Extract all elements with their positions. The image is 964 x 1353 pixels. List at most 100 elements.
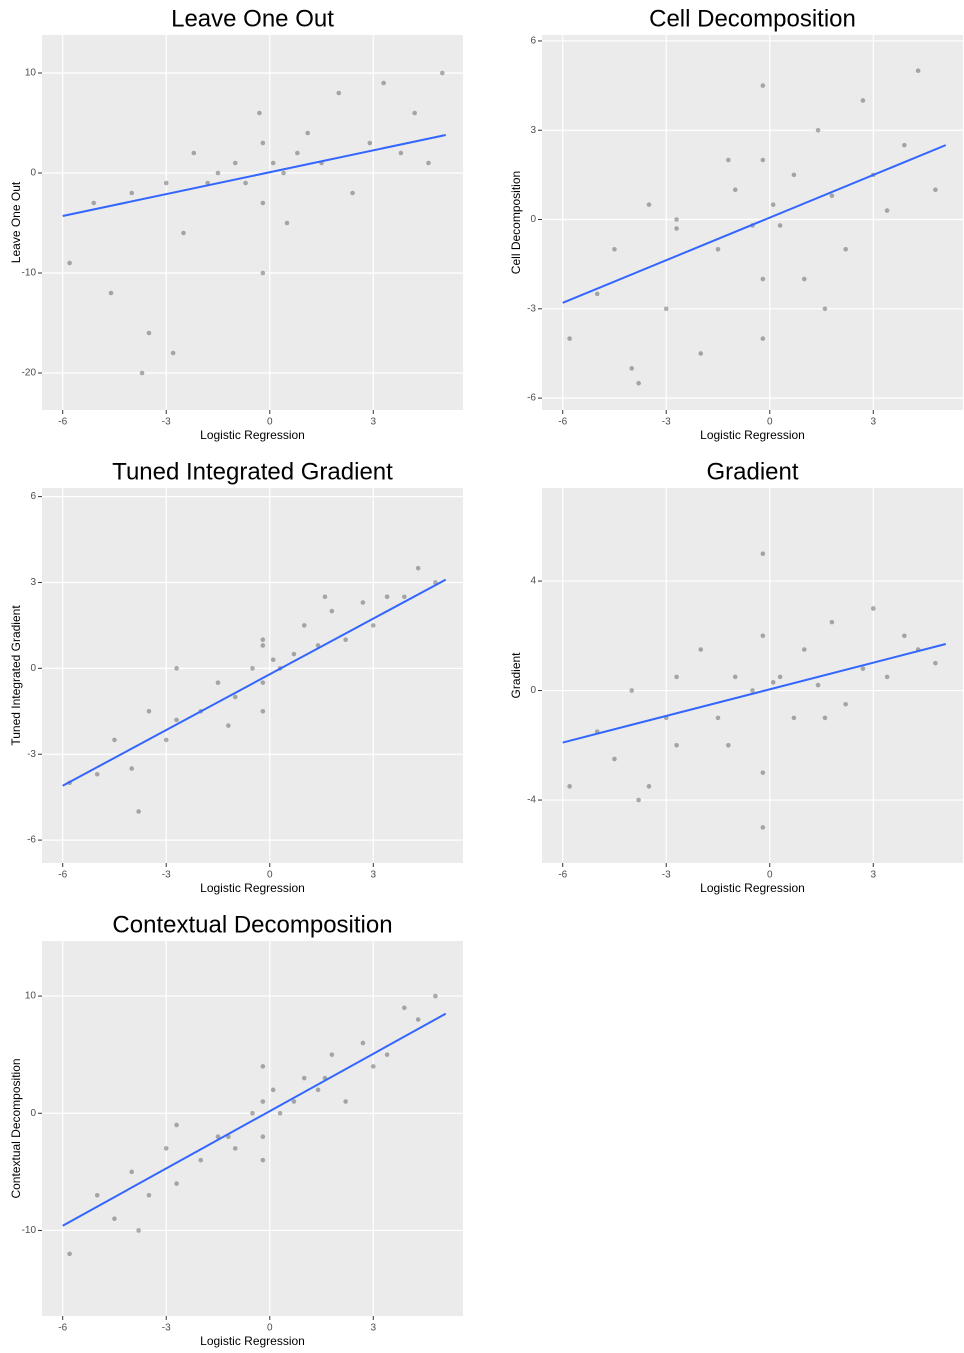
panel-title: Gradient — [706, 458, 798, 485]
point — [698, 351, 704, 356]
point — [612, 246, 617, 252]
point — [715, 246, 721, 252]
fit-line — [62, 1012, 447, 1227]
x-tick-label: -6 — [58, 870, 67, 881]
point — [343, 637, 348, 643]
fit-line — [562, 643, 946, 744]
point — [698, 647, 704, 652]
point — [174, 666, 179, 671]
point — [322, 594, 328, 600]
point — [270, 1087, 276, 1093]
x-tick-label: -3 — [162, 1323, 171, 1334]
point — [760, 770, 766, 775]
point — [870, 606, 876, 611]
fit-line — [62, 578, 447, 787]
point — [315, 1087, 321, 1093]
point — [284, 220, 290, 226]
point — [760, 551, 766, 556]
point — [260, 1064, 266, 1069]
point — [226, 723, 231, 728]
y-tick-label: 3 — [530, 125, 536, 136]
point — [291, 1099, 297, 1104]
point — [250, 1110, 255, 1116]
y-tick-label: 0 — [30, 1108, 36, 1119]
point — [933, 660, 938, 666]
point — [663, 306, 669, 312]
plot-background — [42, 941, 463, 1316]
point — [777, 223, 783, 228]
x-axis-label: Logistic Regression — [700, 881, 805, 895]
point — [260, 708, 266, 714]
point — [902, 142, 907, 148]
y-tick-label: 3 — [30, 577, 36, 588]
y-tick-label: 0 — [30, 663, 36, 674]
point — [146, 1192, 152, 1198]
point — [402, 594, 407, 600]
point — [860, 666, 866, 671]
point — [674, 674, 679, 680]
y-tick-label: 10 — [25, 68, 37, 79]
point — [815, 127, 821, 133]
point — [329, 608, 335, 614]
point — [129, 190, 135, 196]
point — [215, 170, 221, 176]
point — [270, 160, 276, 166]
point — [770, 202, 776, 207]
point — [822, 715, 828, 721]
x-tick-label: -6 — [558, 870, 567, 881]
point — [270, 657, 276, 663]
point — [726, 157, 731, 163]
point — [260, 1099, 266, 1104]
point — [760, 83, 766, 88]
point — [594, 291, 600, 297]
point — [336, 90, 342, 96]
point — [750, 688, 755, 693]
x-tick-label: 3 — [870, 870, 876, 881]
point — [902, 633, 907, 639]
point — [291, 651, 297, 657]
x-tick-label: 3 — [370, 417, 376, 428]
plot-background — [542, 488, 963, 863]
panel-title: Cell Decomposition — [649, 5, 856, 32]
point — [360, 600, 366, 605]
point — [94, 1192, 100, 1198]
point — [301, 623, 307, 628]
y-tick-label: -3 — [27, 749, 36, 760]
point — [612, 756, 617, 762]
point — [629, 688, 635, 693]
x-tick-label: -3 — [162, 417, 171, 428]
y-axis-label: Contextual Decomposition — [9, 1058, 23, 1198]
point — [915, 68, 921, 74]
point — [760, 276, 766, 282]
point — [163, 1146, 169, 1151]
point — [884, 674, 890, 680]
x-tick-label: -3 — [162, 870, 171, 881]
point — [822, 306, 828, 312]
point — [760, 633, 766, 639]
point — [715, 715, 721, 721]
point — [674, 742, 679, 748]
point — [67, 260, 72, 266]
point — [174, 1181, 179, 1186]
y-tick-label: -6 — [27, 835, 36, 846]
point — [674, 217, 679, 222]
point — [174, 717, 179, 723]
plot-background — [542, 35, 963, 410]
x-axis-label: Logistic Regression — [200, 428, 305, 442]
point — [136, 809, 141, 814]
point — [760, 336, 766, 341]
point — [815, 682, 821, 688]
point — [181, 230, 186, 236]
x-tick-label: -6 — [58, 417, 67, 428]
plot-background — [42, 35, 463, 410]
point — [198, 1157, 204, 1163]
point — [329, 1052, 335, 1057]
point — [726, 742, 731, 748]
y-tick-label: 10 — [25, 991, 37, 1002]
point — [674, 226, 679, 231]
x-tick-label: 3 — [370, 1323, 376, 1334]
point — [384, 1052, 390, 1057]
x-tick-label: -3 — [662, 870, 671, 881]
point — [343, 1099, 348, 1104]
point — [567, 336, 572, 341]
